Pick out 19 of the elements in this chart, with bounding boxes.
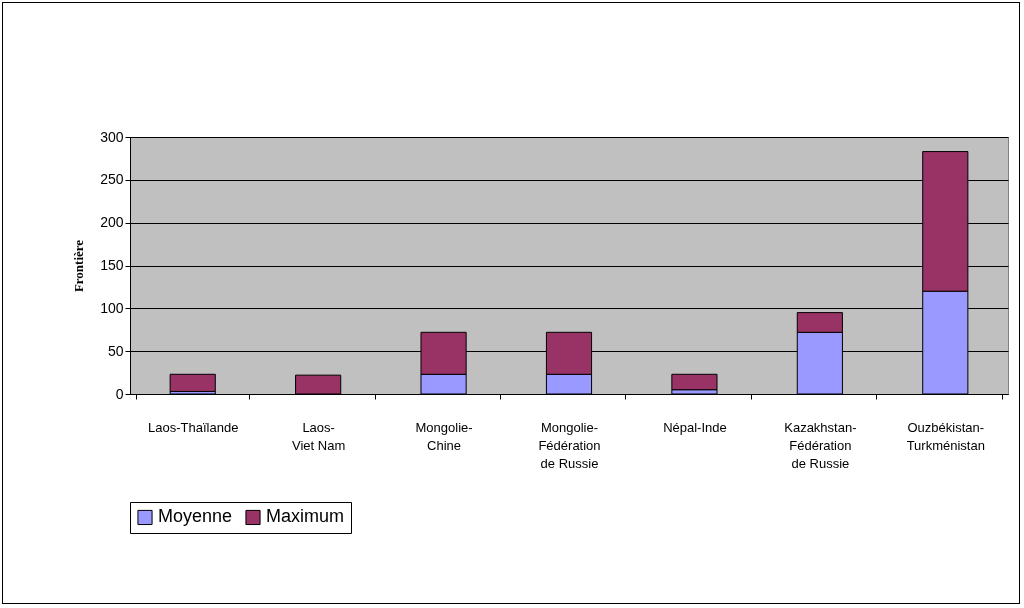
- legend-label: Moyenne: [158, 506, 233, 527]
- x-tick-label: Mongolie- Chine: [415, 419, 473, 453]
- y-tick-label: 50: [107, 342, 124, 359]
- y-tick-label: 100: [100, 299, 124, 316]
- x-tick-label: Mongolie- Fédération de Russie: [538, 419, 601, 471]
- x-tick-label: Laos-Thaïlande: [148, 419, 239, 435]
- y-tick-label: 150: [100, 257, 124, 273]
- x-tick-label: Ouzbékistan- Turkménistan: [906, 419, 985, 453]
- x-tick-label: Népal-Inde: [663, 419, 727, 435]
- bar: [169, 373, 216, 392]
- y-tick-label: 0: [115, 385, 124, 402]
- y-tick-label: 200: [100, 214, 124, 231]
- x-tick-label: Kazakhstan- Fédération de Russie: [784, 419, 857, 471]
- y-tick-label: 250: [100, 171, 124, 188]
- x-tick-label: Laos- Viet Nam: [292, 419, 346, 453]
- legend-label: Maximum: [266, 506, 345, 527]
- y-tick-label: 300: [100, 128, 124, 145]
- y-axis-title: Frontière: [71, 239, 87, 293]
- bar: [671, 373, 718, 391]
